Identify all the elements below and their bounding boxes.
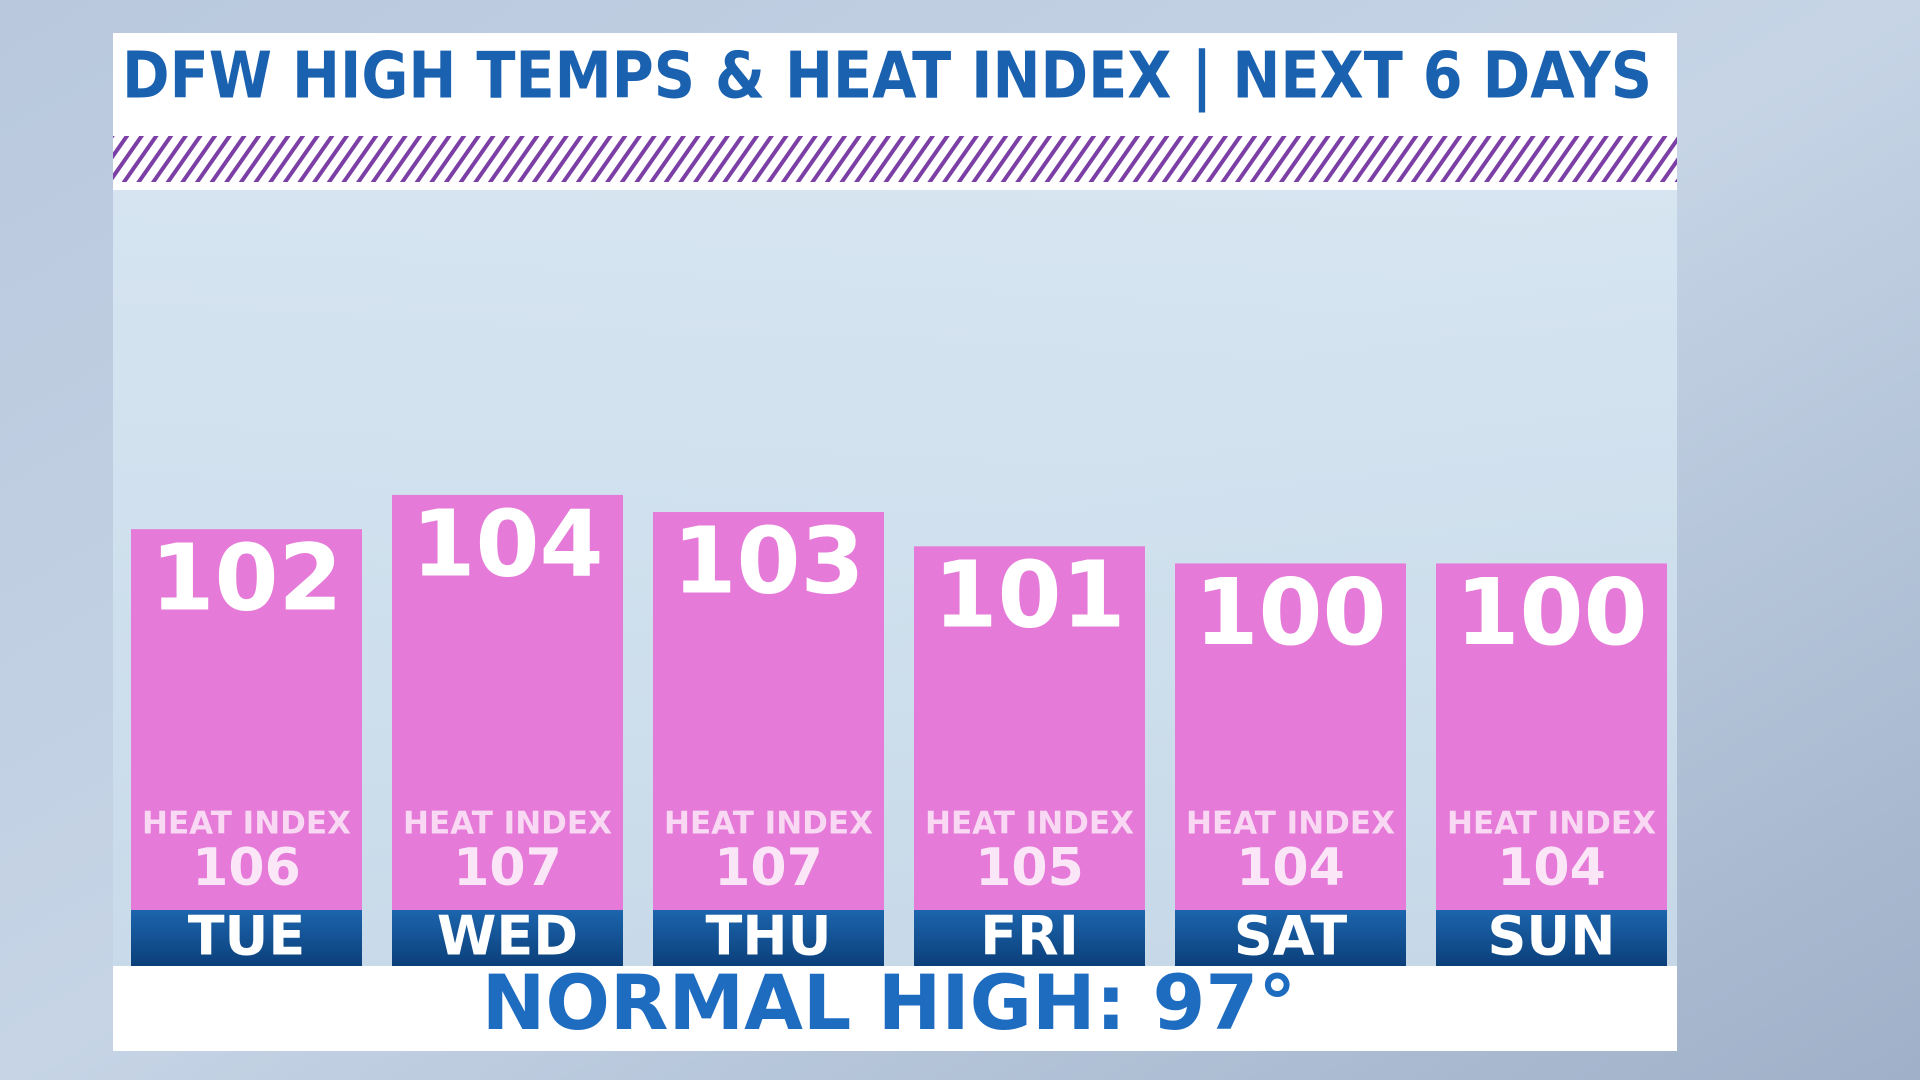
x-tick-label: SUN: [1488, 905, 1616, 968]
bar: [1175, 563, 1406, 966]
annotation: NORMAL HIGH: 97°: [482, 958, 1297, 1047]
day-band: [1175, 910, 1406, 966]
value-label: 102: [150, 525, 342, 632]
day-band: [914, 910, 1145, 966]
x-tick-label: FRI: [980, 905, 1079, 968]
day-band: [131, 910, 362, 966]
bar: [392, 494, 623, 966]
heat-index-label: HEAT INDEX: [1186, 806, 1395, 842]
bar: [914, 546, 1145, 966]
heat-index-value: 105: [975, 838, 1084, 898]
heat-index-label: HEAT INDEX: [1447, 806, 1656, 842]
heat-index-value: 106: [192, 838, 301, 898]
value-label: 100: [1455, 559, 1647, 666]
plot-panel: [113, 190, 1677, 966]
bar: [653, 512, 884, 966]
day-band: [653, 910, 884, 966]
day-band: [1436, 910, 1667, 966]
heat-index-value: 107: [714, 838, 823, 898]
heat-index-label: HEAT INDEX: [142, 806, 351, 842]
heat-index-label: HEAT INDEX: [403, 806, 612, 842]
heat-index-value: 104: [1236, 838, 1345, 898]
hatch-band: [113, 136, 1677, 182]
x-tick-label: THU: [706, 905, 832, 968]
day-band: [392, 910, 623, 966]
heat-index-label: HEAT INDEX: [925, 806, 1134, 842]
bar: [131, 529, 362, 966]
value-label: 103: [672, 507, 864, 614]
value-label: 101: [933, 542, 1125, 649]
x-tick-label: SAT: [1234, 905, 1347, 968]
heat-index-label: HEAT INDEX: [664, 806, 873, 842]
value-label: 104: [411, 490, 603, 597]
bar: [1436, 563, 1667, 966]
x-tick-label: WED: [437, 905, 578, 968]
chart-title: DFW HIGH TEMPS & HEAT INDEX | NEXT 6 DAY…: [122, 40, 1652, 114]
footer-panel: [113, 966, 1677, 1051]
x-tick-label: TUE: [188, 905, 306, 968]
heat-index-value: 107: [453, 838, 562, 898]
value-label: 100: [1194, 559, 1386, 666]
heat-index-value: 104: [1497, 838, 1606, 898]
